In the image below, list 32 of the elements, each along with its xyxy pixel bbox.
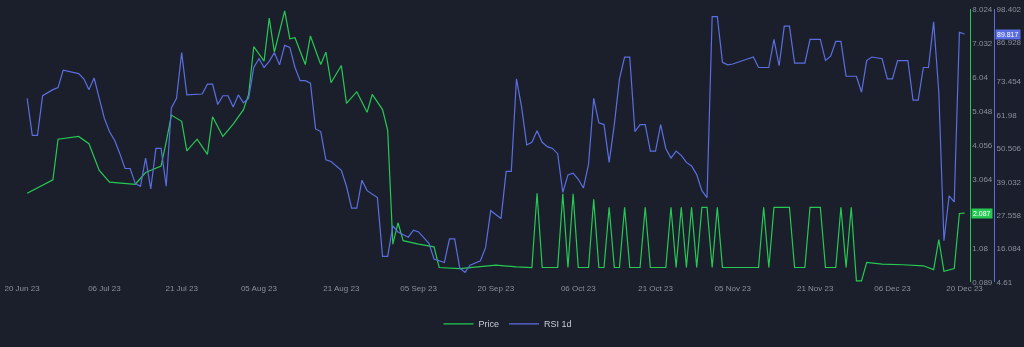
y-tick-label: 8.024 bbox=[972, 4, 993, 14]
x-tick-label: 05 Nov 23 bbox=[714, 284, 752, 293]
x-tick-label: 05 Sep 23 bbox=[400, 284, 438, 293]
y2-tick-label: 16.084 bbox=[996, 244, 1022, 254]
x-tick-label: 06 Jul 23 bbox=[88, 284, 122, 293]
y2-tick-label: 39.032 bbox=[996, 177, 1022, 187]
x-tick-label: 05 Aug 23 bbox=[240, 284, 278, 293]
legend-label: Price bbox=[478, 319, 500, 330]
y-tick-label: 1.08 bbox=[972, 243, 989, 253]
x-tick-label: 21 Aug 23 bbox=[323, 284, 360, 293]
y-tick-label: 6.04 bbox=[972, 73, 989, 83]
x-tick-label: 21 Jul 23 bbox=[165, 284, 199, 293]
y2-tick-label: 61.98 bbox=[996, 110, 1018, 120]
y2-tick-label: 73.454 bbox=[996, 77, 1022, 87]
x-tick-label: 21 Nov 23 bbox=[796, 284, 834, 293]
y2-tick-label: 86.928 bbox=[996, 38, 1022, 48]
x-tick-label: 06 Oct 23 bbox=[560, 284, 597, 293]
x-tick-label: 06 Dec 23 bbox=[874, 284, 912, 293]
y-tick-label: 0.089 bbox=[972, 277, 993, 287]
x-tick-label: 20 Dec 23 bbox=[946, 284, 984, 293]
x-tick-label: 21 Oct 23 bbox=[638, 284, 674, 293]
y-tick-label: 5.048 bbox=[972, 107, 993, 117]
y2-tick-label: 27.558 bbox=[996, 211, 1022, 221]
y-tick-label: 4.056 bbox=[972, 141, 993, 151]
y-tick-label: 7.032 bbox=[972, 38, 993, 48]
y2-tick-label: 98.402 bbox=[996, 4, 1022, 14]
y-tick-label: 3.064 bbox=[972, 175, 993, 185]
y2-tick-label: 4.61 bbox=[996, 277, 1013, 287]
x-tick-label: 20 Jun 23 bbox=[4, 284, 41, 293]
legend-label: RSI 1d bbox=[544, 319, 572, 330]
y2-tick-label: 50.506 bbox=[996, 144, 1022, 154]
x-tick-label: 20 Sep 23 bbox=[477, 284, 515, 293]
